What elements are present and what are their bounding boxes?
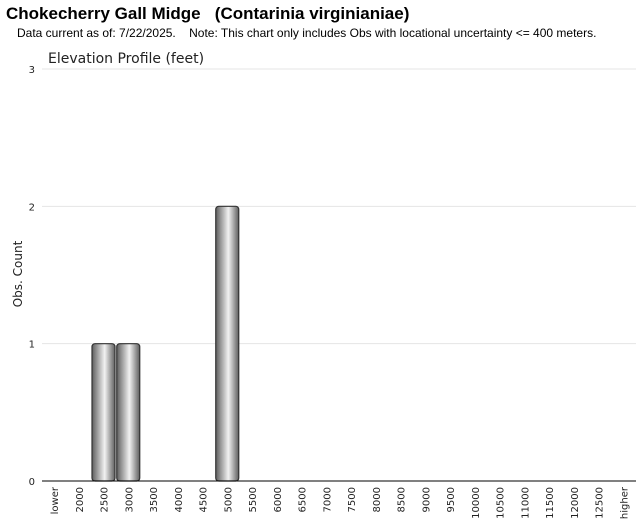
y-tick-label: 0 <box>29 477 35 488</box>
x-tick-label: 8000 <box>372 487 383 512</box>
x-tick-label: 7000 <box>322 487 333 512</box>
x-tick-label: 7500 <box>347 487 358 512</box>
page-title: Chokecherry Gall Midge (Contarinia virgi… <box>6 4 410 23</box>
x-tick-label: higher <box>619 486 630 519</box>
chart-title: Elevation Profile (feet) <box>48 51 204 67</box>
x-tick-label: 8500 <box>397 487 408 512</box>
x-tick-label: 3500 <box>149 487 160 512</box>
x-tick-label: 3000 <box>124 487 135 512</box>
x-tick-label: 5000 <box>223 487 234 512</box>
x-tick-label: 6500 <box>298 487 309 512</box>
x-tick-label: 5500 <box>248 487 259 512</box>
x-tick-label: 10000 <box>471 487 482 519</box>
x-tick-label: 11500 <box>545 487 556 519</box>
y-tick-label: 3 <box>29 65 35 76</box>
y-tick-label: 1 <box>29 340 35 351</box>
x-tick-label: 2000 <box>75 487 86 512</box>
x-tick-label: 11000 <box>520 487 531 519</box>
x-tick-label: 12500 <box>595 487 606 519</box>
y-tick-label: 2 <box>29 202 35 213</box>
y-axis-label: Obs. Count <box>11 240 25 307</box>
bar-5000 <box>215 205 240 482</box>
x-tick-label: 9500 <box>446 487 457 512</box>
x-tick-label: lower <box>50 486 61 514</box>
x-tick-label: 2500 <box>100 487 111 512</box>
bar-3000 <box>116 343 141 482</box>
x-tick-label: 9000 <box>421 487 432 512</box>
data-note: Data current as of: 7/22/2025. Note: Thi… <box>17 26 597 40</box>
x-tick-label: 4500 <box>199 487 210 512</box>
bar-2500 <box>91 343 116 482</box>
x-tick-label: 10500 <box>496 487 507 519</box>
x-tick-label: 4000 <box>174 487 185 512</box>
x-tick-label: 12000 <box>570 487 581 519</box>
x-tick-label: 6000 <box>273 487 284 512</box>
